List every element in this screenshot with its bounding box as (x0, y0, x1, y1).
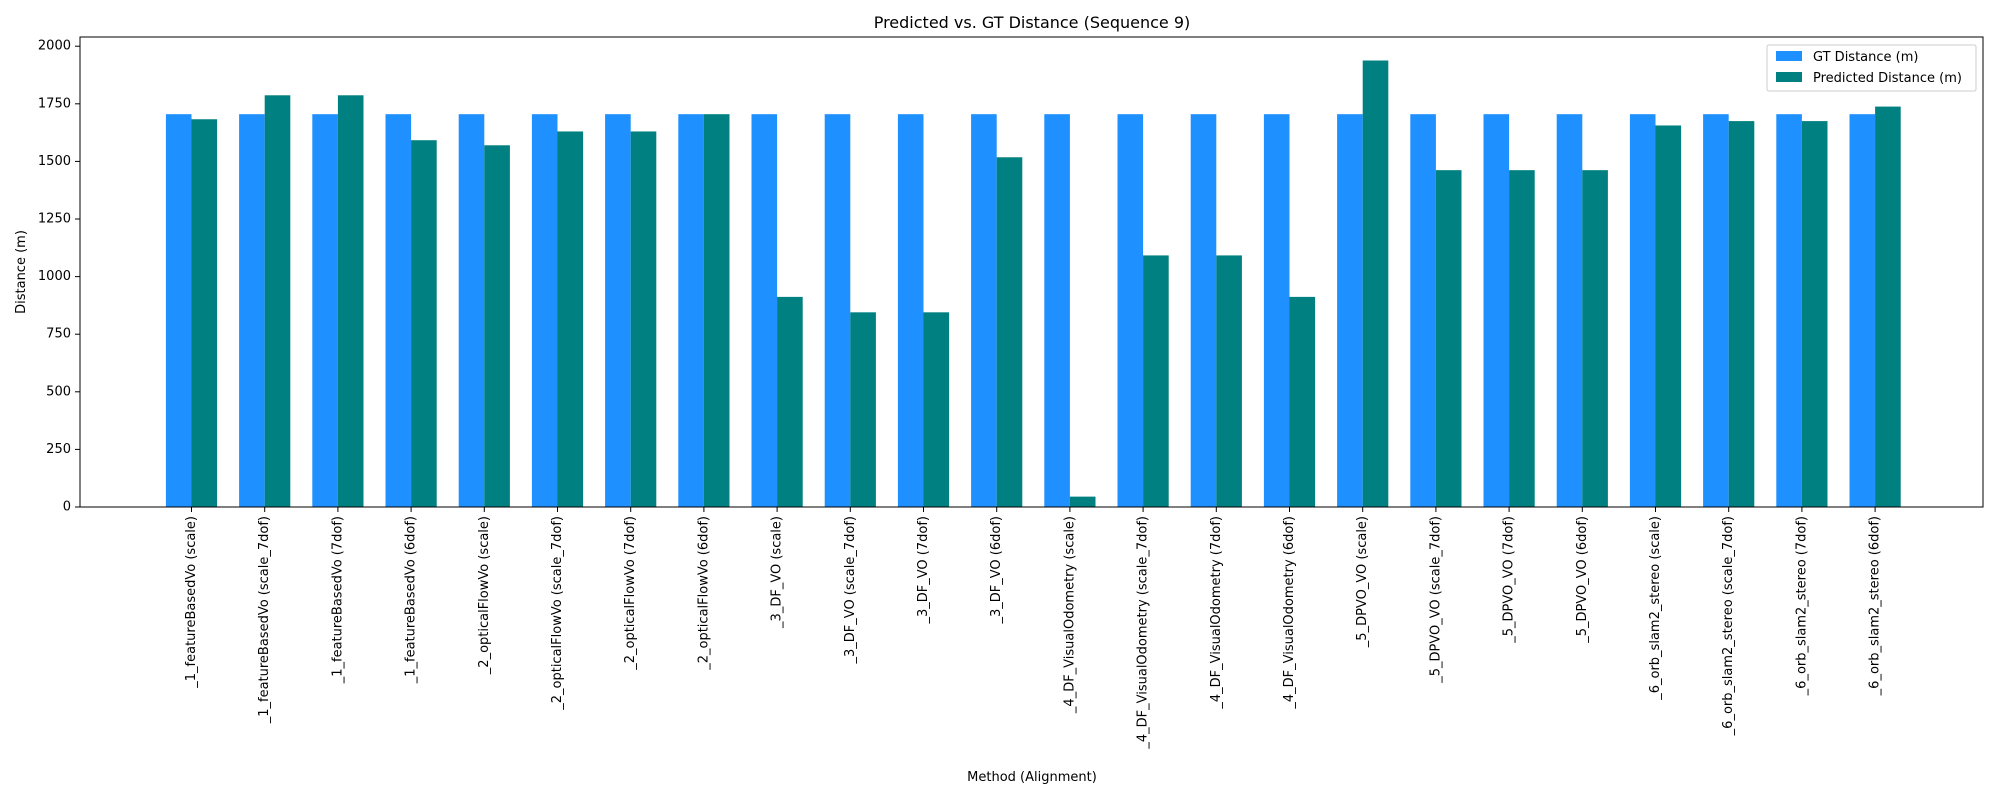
bar-gt-8 (751, 114, 778, 508)
bar-gt-17 (1410, 114, 1436, 508)
x-tick-label-12: _4_DF_VisualOdometry (scale) (1062, 516, 1077, 714)
x-tick-label-15: _4_DF_VisualOdometry (6dof) (1282, 516, 1297, 710)
bar-gt-7 (678, 114, 704, 508)
bar-gt-5 (531, 114, 558, 508)
x-tick-label-1: _1_featureBasedVo (scale_7dof) (257, 516, 272, 724)
x-tick-label-3: _1_featureBasedVo (6dof) (404, 516, 419, 684)
bar-predicted-21 (1728, 121, 1755, 507)
x-tick-label-14: _4_DF_VisualOdometry (7dof) (1209, 516, 1224, 710)
x-tick-label-11: _3_DF_VO (6dof) (989, 516, 1004, 625)
bar-predicted-0 (191, 119, 218, 507)
bar-predicted-20 (1655, 125, 1682, 508)
y-tick-label-6: 1500 (38, 154, 71, 169)
x-tick-label-20: _6_orb_slam2_stereo (scale) (1648, 516, 1663, 701)
bar-gt-4 (458, 114, 485, 508)
x-tick-label-10: _3_DF_VO (7dof) (916, 516, 931, 625)
y-tick-label-1: 250 (46, 442, 71, 457)
x-tick-label-16: _5_DPVO_VO (scale) (1355, 516, 1370, 648)
x-tick-label-0: _1_featureBasedVo (scale) (184, 516, 199, 689)
legend-label-gt: GT Distance (m) (1813, 50, 1918, 65)
bar-gt-15 (1263, 114, 1290, 508)
x-axis-label: Method (Alignment) (967, 770, 1097, 785)
bar-predicted-11 (996, 157, 1023, 507)
y-tick-label-0: 0 (63, 500, 71, 515)
bar-gt-16 (1337, 114, 1363, 508)
x-tick-label-7: _2_opticalFlowVo (6dof) (696, 516, 711, 671)
bar-predicted-2 (337, 95, 364, 507)
x-tick-label-22: _6_orb_slam2_stereo (7dof) (1794, 516, 1809, 696)
bar-gt-3 (385, 114, 412, 508)
bar-predicted-17 (1435, 170, 1462, 507)
bar-predicted-4 (484, 145, 510, 508)
x-tick-label-18: _5_DPVO_VO (7dof) (1502, 516, 1517, 644)
bar-predicted-12 (1069, 496, 1096, 507)
x-tick-label-8: _3_DF_VO (scale) (770, 516, 785, 629)
x-tick-label-23: _6_orb_slam2_stereo (6dof) (1868, 516, 1883, 696)
bar-predicted-6 (630, 131, 657, 507)
bar-gt-11 (971, 114, 997, 508)
bar-gt-9 (824, 114, 851, 508)
bar-gt-20 (1629, 114, 1656, 508)
bar-gt-19 (1556, 114, 1583, 508)
bar-predicted-23 (1875, 106, 1901, 507)
legend-swatch-predicted (1776, 72, 1802, 82)
y-tick-label-4: 1000 (38, 269, 71, 284)
x-tick-label-13: _4_DF_VisualOdometry (scale_7dof) (1136, 516, 1151, 750)
bar-predicted-14 (1216, 255, 1242, 507)
x-tick-label-6: _2_opticalFlowVo (7dof) (623, 516, 638, 671)
y-tick-label-7: 1750 (38, 96, 71, 111)
bar-gt-2 (312, 114, 338, 508)
bar-predicted-9 (850, 312, 876, 507)
x-tick-label-19: _5_DPVO_VO (6dof) (1575, 516, 1590, 644)
x-tick-label-5: _2_opticalFlowVo (scale_7dof) (550, 516, 565, 711)
legend-swatch-gt (1776, 51, 1802, 61)
x-tick-label-9: _3_DF_VO (scale_7dof) (843, 516, 858, 664)
bar-predicted-5 (557, 131, 584, 507)
y-tick-label-8: 2000 (38, 39, 71, 54)
bar-predicted-8 (777, 296, 803, 507)
bar-gt-0 (165, 114, 192, 508)
plot-frame (79, 36, 1984, 508)
bar-gt-1 (239, 114, 265, 508)
bar-predicted-15 (1289, 296, 1316, 507)
x-tick-label-17: _5_DPVO_VO (scale_7dof) (1428, 516, 1443, 684)
bar-gt-23 (1849, 114, 1876, 508)
chart-title: Predicted vs. GT Distance (Sequence 9) (874, 13, 1191, 32)
x-tick-label-21: _6_orb_slam2_stereo (scale_7dof) (1721, 516, 1736, 736)
bar-predicted-10 (923, 312, 950, 507)
bar-gt-13 (1117, 114, 1144, 508)
bar-gt-10 (897, 114, 924, 508)
x-axis: _1_featureBasedVo (scale) _1_featureBased… (184, 507, 1883, 750)
bar-predicted-1 (264, 95, 291, 507)
y-tick-label-2: 500 (46, 384, 71, 399)
bar-gt-18 (1483, 114, 1510, 508)
y-axis-label: Distance (m) (14, 230, 29, 314)
x-tick-label-2: _1_featureBasedVo (7dof) (330, 516, 345, 684)
bar-predicted-3 (411, 140, 437, 507)
bar-predicted-22 (1801, 121, 1828, 507)
bar-predicted-16 (1362, 60, 1389, 507)
legend-label-predicted: Predicted Distance (m) (1813, 71, 1962, 86)
x-tick-label-4: _2_opticalFlowVo (scale) (477, 516, 492, 675)
y-axis: 0 250 500 750 1000 1250 1500 1750 2000 (38, 39, 80, 515)
bar-predicted-19 (1582, 170, 1608, 507)
legend: GT Distance (m) Predicted Distance (m) (1766, 44, 1977, 92)
bars-group (165, 60, 1901, 508)
bar-gt-12 (1044, 114, 1070, 508)
bar-predicted-13 (1143, 255, 1169, 507)
bar-gt-6 (605, 114, 631, 508)
bar-gt-21 (1703, 114, 1729, 508)
y-tick-label-3: 750 (46, 327, 71, 342)
bar-predicted-7 (703, 114, 730, 508)
legend-frame (1766, 44, 1977, 92)
bar-gt-14 (1190, 114, 1217, 508)
bar-gt-22 (1776, 114, 1802, 508)
bar-predicted-18 (1509, 170, 1535, 507)
y-tick-label-5: 1250 (38, 212, 71, 227)
